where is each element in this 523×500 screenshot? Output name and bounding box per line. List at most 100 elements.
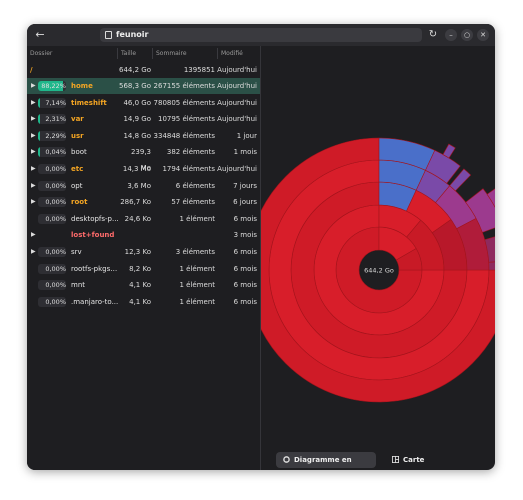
folder-row[interactable]: ▶ 2,29% usr 14,8 Go 334848 éléments 1 jour: [27, 128, 260, 144]
usage-bar: [38, 147, 66, 158]
expand-arrow-icon[interactable]: ▶: [31, 98, 36, 106]
ring-chart-label: Diagramme en anneaux: [294, 456, 352, 464]
folder-modified: 7 jours: [233, 181, 257, 190]
expand-arrow-icon[interactable]: ▶: [31, 82, 36, 89]
folder-name: desktopfs-p...: [71, 214, 119, 223]
folder-row[interactable]: ▶ 2,31% var 14,9 Go 10795 éléments Aujourd'hu…: [27, 111, 260, 127]
usage-percent: 0,00%: [45, 248, 66, 256]
folder-modified: 6 jours: [233, 198, 257, 207]
chart-center[interactable]: [360, 251, 398, 289]
ring-chart-icon: [283, 456, 290, 463]
expand-arrow-icon[interactable]: ▶: [31, 165, 36, 172]
ring-segment-purple[interactable]: [442, 143, 456, 159]
folder-name: var: [71, 115, 84, 124]
folder-row[interactable]: ▶ 0,00% etc 14,3 Mo 1794 éléments Aujourd'hui: [27, 161, 260, 177]
folder-name: rootfs-pkgs....: [71, 264, 119, 273]
folder-summary: 1 élément: [179, 281, 215, 290]
close-icon[interactable]: ✕: [477, 29, 489, 41]
ring-chart-button[interactable]: Diagramme en anneaux: [276, 452, 376, 468]
expand-arrow-icon[interactable]: ▶: [31, 148, 36, 156]
folder-modified: 6 mois: [233, 264, 257, 273]
root-size: 644,2 Go: [119, 66, 151, 74]
folder-summary: 382 éléments: [166, 148, 215, 157]
expand-arrow-icon[interactable]: ▶: [31, 198, 36, 206]
folder-summary: 1 élément: [179, 264, 215, 273]
usage-bar: [38, 263, 66, 274]
root-row[interactable]: / 644,2 Go 1395851 éléments Aujourd'hui: [27, 62, 260, 90]
folder-row[interactable]: 0,00% desktopfs-p... 24,6 Ko 1 élément 6 moi…: [27, 211, 260, 227]
usage-percent: 2,29%: [45, 131, 66, 140]
treemap-icon: [392, 456, 399, 463]
folder-row[interactable]: ▶ 0,00% srv 12,3 Ko 3 éléments 6 mois: [27, 244, 260, 260]
folder-summary: 1 élément: [179, 214, 215, 223]
folder-row[interactable]: ▶ lost+found 3 mois: [27, 227, 260, 243]
usage-percent: 88,22%: [41, 82, 66, 90]
minimize-icon[interactable]: –: [445, 29, 457, 41]
ring-segment-home[interactable]: [261, 137, 495, 403]
path-bar[interactable]: feunoir: [100, 28, 422, 42]
folder-name: boot: [71, 148, 87, 157]
usage-percent: 0,00%: [45, 165, 66, 173]
ring-segment-purple[interactable]: [449, 168, 472, 192]
column-modified[interactable]: Modifié: [221, 50, 243, 57]
column-size[interactable]: Taille: [121, 50, 137, 57]
column-folder[interactable]: Dossier: [30, 50, 53, 57]
usage-bar-fill: [38, 97, 40, 108]
usage-percent: 2,31%: [45, 115, 66, 124]
folder-modified: 6 mois: [233, 248, 257, 256]
column-summary[interactable]: Sommaire: [156, 50, 187, 57]
folder-size: 14,9 Go: [123, 115, 151, 124]
folder-modified: Aujourd'hui: [217, 98, 257, 107]
folder-row[interactable]: 0,00% rootfs-pkgs.... 8,2 Ko 1 élément 6 moi…: [27, 261, 260, 277]
treemap-label: Carte arborescente: [403, 456, 425, 464]
folder-row[interactable]: ▶ 0,00% root 286,7 Ko 57 éléments 6 jours: [27, 194, 260, 210]
usage-bar: [38, 197, 66, 208]
ring-segment[interactable]: [456, 217, 490, 271]
usage-bar: [38, 296, 66, 307]
folder-summary: 780805 éléments: [153, 98, 215, 107]
folder-row[interactable]: ▶ 0,00% opt 3,6 Mo 6 éléments 7 jours: [27, 178, 260, 194]
folder-modified: Aujourd'hui: [217, 165, 257, 173]
usage-bar: [38, 180, 66, 191]
folder-row[interactable]: 0,00% .manjaro-to... 4,1 Ko 1 élément 6 mois: [27, 294, 260, 310]
folder-size: 3,6 Mo: [127, 181, 151, 190]
folder-modified: Aujourd'hui: [217, 82, 257, 90]
chart-center-label: 644,2 Go: [364, 267, 394, 275]
folder-row[interactable]: ▶ 88,22% home 568,3 Go 267155 éléments Aujour…: [27, 78, 260, 94]
expand-arrow-icon[interactable]: ▶: [31, 181, 36, 189]
folder-summary: 1 élément: [179, 297, 215, 306]
folder-summary: 3 éléments: [175, 248, 215, 256]
folder-modified: 6 mois: [233, 297, 257, 306]
expand-arrow-icon[interactable]: ▶: [31, 131, 36, 139]
folder-name: .manjaro-to...: [71, 297, 119, 306]
usage-percent: 0,00%: [45, 264, 66, 273]
back-arrow-icon[interactable]: ←: [35, 28, 45, 41]
folder-size: 12,3 Ko: [124, 248, 151, 256]
sunburst-chart[interactable]: 644,2 Go: [261, 46, 495, 470]
usage-percent: 0,00%: [45, 214, 66, 223]
reload-icon[interactable]: ↻: [428, 29, 438, 40]
folder-size: 14,8 Go: [123, 131, 151, 140]
folder-summary: 10795 éléments: [157, 115, 215, 124]
expand-arrow-icon[interactable]: ▶: [31, 231, 36, 239]
folder-row[interactable]: ▶ 7,14% timeshift 46,0 Go 780805 éléments Auj…: [27, 95, 260, 111]
folder-size: 568,3 Go: [119, 82, 151, 90]
folder-row[interactable]: ▶ 0,04% boot 239,3 Mo 382 éléments 1 mois: [27, 144, 260, 172]
folder-name: opt: [71, 181, 83, 190]
usage-bar: [38, 280, 66, 291]
usage-bar: [38, 130, 66, 141]
treemap-button[interactable]: Carte arborescente: [385, 452, 471, 468]
column-header: Dossier Taille Sommaire Modifié: [27, 46, 260, 61]
ring-segment[interactable]: [488, 261, 495, 271]
folder-row[interactable]: 0,00% mnt 4,1 Ko 1 élément 6 mois: [27, 277, 260, 293]
maximize-icon[interactable]: ○: [461, 29, 473, 41]
folder-name: usr: [71, 131, 84, 140]
usage-bar: [38, 81, 66, 91]
root-name: /: [30, 66, 33, 74]
ring-segment-magenta[interactable]: [486, 188, 495, 221]
folder-size: 4,1 Ko: [129, 297, 151, 306]
expand-arrow-icon[interactable]: ▶: [31, 248, 36, 255]
folder-size: 24,6 Ko: [124, 214, 151, 223]
usage-bar-fill: [38, 81, 63, 91]
expand-arrow-icon[interactable]: ▶: [31, 115, 36, 123]
